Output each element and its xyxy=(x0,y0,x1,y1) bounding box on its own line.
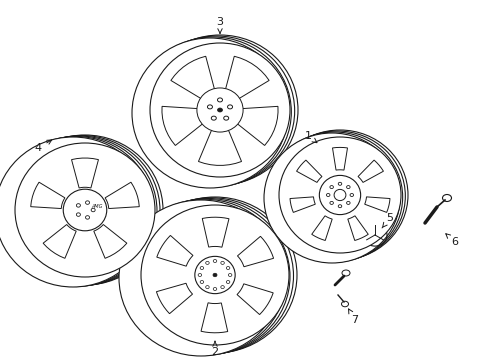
Ellipse shape xyxy=(63,189,106,231)
Text: 2: 2 xyxy=(211,341,218,357)
Ellipse shape xyxy=(132,38,287,188)
Ellipse shape xyxy=(194,256,235,294)
Ellipse shape xyxy=(319,175,360,215)
Text: 4: 4 xyxy=(34,140,52,153)
Text: 7: 7 xyxy=(348,309,358,325)
Ellipse shape xyxy=(213,273,217,277)
Text: AMG: AMG xyxy=(91,204,102,209)
Ellipse shape xyxy=(197,88,243,132)
Text: 5: 5 xyxy=(381,213,393,228)
Text: 1: 1 xyxy=(304,131,316,143)
Ellipse shape xyxy=(217,108,222,112)
Ellipse shape xyxy=(264,133,399,263)
Text: 6: 6 xyxy=(445,234,458,247)
Ellipse shape xyxy=(15,143,155,277)
Ellipse shape xyxy=(279,137,400,253)
Text: 3: 3 xyxy=(216,17,223,33)
Ellipse shape xyxy=(141,205,288,345)
Ellipse shape xyxy=(150,43,289,177)
Ellipse shape xyxy=(0,137,151,287)
Ellipse shape xyxy=(119,200,283,356)
